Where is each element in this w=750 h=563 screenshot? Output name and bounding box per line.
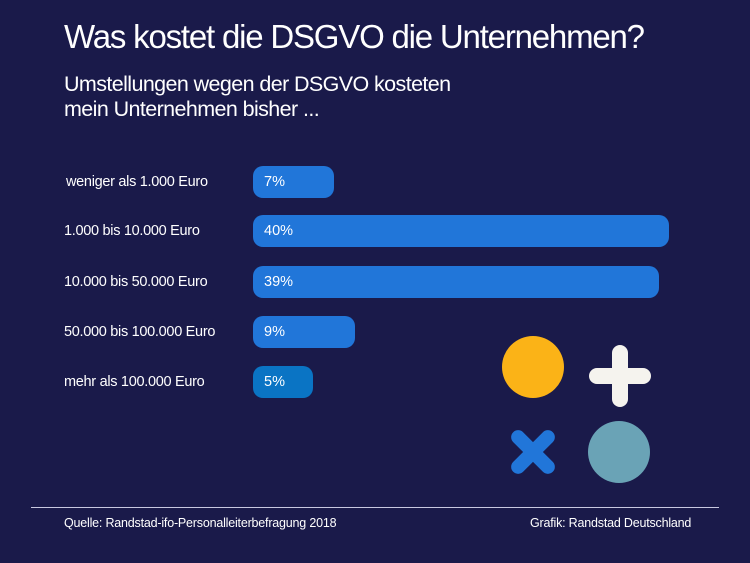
bar xyxy=(253,316,355,348)
value-label: 40% xyxy=(264,223,294,239)
yellow-circle-icon xyxy=(502,336,564,398)
plus-icon xyxy=(589,345,651,407)
value-label: 5% xyxy=(264,374,285,390)
value-label: 7% xyxy=(264,174,285,190)
subtitle-line-2: mein Unternehmen bisher ... xyxy=(64,97,320,121)
footer-divider xyxy=(31,507,719,508)
category-label: 1.000 bis 10.000 Euro xyxy=(64,223,200,239)
bar xyxy=(253,215,669,247)
bar xyxy=(253,266,659,298)
value-label: 39% xyxy=(264,274,294,290)
cross-icon xyxy=(511,430,555,474)
value-label: 9% xyxy=(264,324,285,340)
credit-note: Grafik: Randstad Deutschland xyxy=(530,516,692,530)
teal-circle-icon xyxy=(588,421,650,483)
category-label: 50.000 bis 100.000 Euro xyxy=(64,324,216,340)
category-label: 10.000 bis 50.000 Euro xyxy=(64,274,208,290)
category-label: weniger als 1.000 Euro xyxy=(66,174,208,190)
bar xyxy=(253,366,313,398)
source-note: Quelle: Randstad-ifo-Personalleiterbefra… xyxy=(64,516,337,530)
chart-subtitle: Umstellungen wegen der DSGVO kosteten me… xyxy=(64,72,451,122)
category-label: mehr als 100.000 Euro xyxy=(64,374,205,390)
decorative-icons xyxy=(502,336,651,483)
subtitle-line-1: Umstellungen wegen der DSGVO kosteten xyxy=(64,72,451,96)
chart-title: Was kostet die DSGVO die Unternehmen? xyxy=(64,18,645,55)
bar xyxy=(253,166,334,198)
